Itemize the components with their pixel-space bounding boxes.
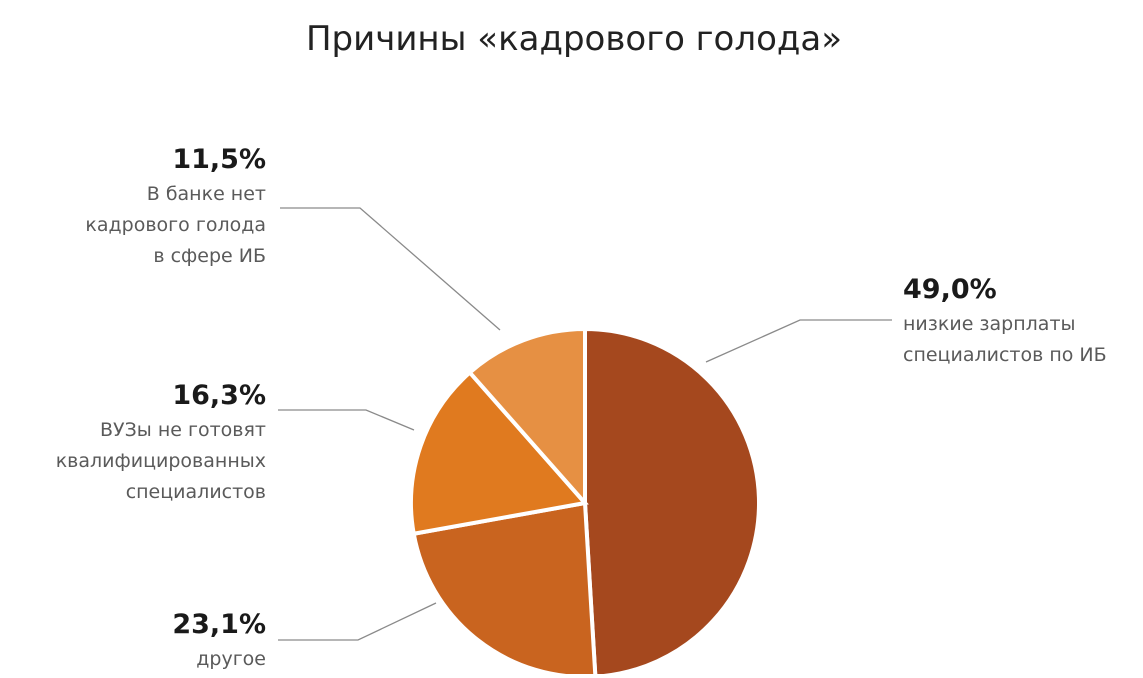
- slice-low-salaries: [583, 326, 762, 678]
- slice-percent-label: 49,0%: [903, 274, 997, 305]
- slice-universities: [409, 369, 589, 537]
- slice-category-label: специалистов по ИБ: [903, 344, 1107, 366]
- slice-category-label: В банке нет: [147, 183, 266, 205]
- slice-category-label: другое: [196, 648, 266, 670]
- slice-category-label: специалистов: [126, 481, 266, 503]
- leader-line: [280, 207, 501, 331]
- pie-labels: 49,0% низкие зарплаты специалистов по ИБ 23…: [56, 144, 1107, 670]
- slice-no-shortage: [467, 326, 587, 509]
- slice-category-label: квалифицированных: [56, 450, 266, 472]
- slice-percent-label: 23,1%: [172, 609, 266, 640]
- slice-percent-label: 16,3%: [172, 380, 266, 411]
- pie-slices: [409, 326, 762, 678]
- slice-percent-label: 11,5%: [172, 144, 266, 175]
- slice-category-label: низкие зарплаты: [903, 313, 1076, 335]
- leader-line: [705, 319, 892, 363]
- slice-category-label: ВУЗы не готовят: [100, 419, 266, 441]
- leader-line: [278, 602, 437, 641]
- slice-category-label: в сфере ИБ: [153, 245, 266, 267]
- leader-line: [278, 409, 415, 431]
- chart-title: Причины «кадрового голода»: [306, 19, 842, 59]
- slice-category-label: кадрового голода: [85, 214, 266, 236]
